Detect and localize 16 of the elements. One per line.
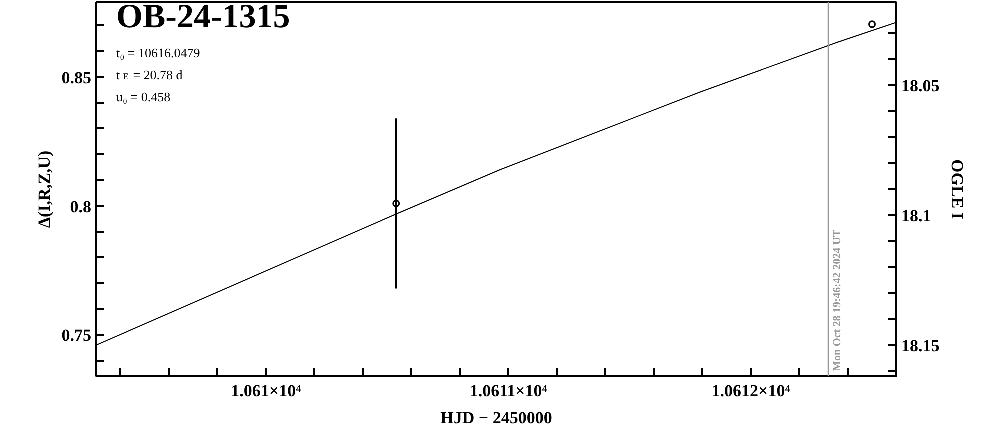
x-tick-label: 1.0611×10⁴ [470, 382, 548, 400]
y2-tick-label: 18.1 [902, 206, 932, 226]
chart-title: OB-24-1315 [116, 0, 290, 36]
x-axis-title: HJD − 2450000 [440, 408, 552, 428]
x-tick-label: 1.0612×10⁴ [712, 382, 790, 400]
y2-axis-title: OGLE I [948, 160, 967, 220]
y-tick-label: 0.8 [70, 197, 92, 216]
x-tick-label: 1.061×10⁴ [231, 382, 302, 400]
annotation: Mon Oct 28 19:46:42 2024 UT [832, 229, 844, 372]
y-tick-label: 0.75 [62, 326, 92, 346]
y2-tick-label: 18.15 [902, 336, 940, 356]
y-tick-label: 0.85 [62, 68, 92, 88]
annotation: u₀ = 0.458 [116, 90, 171, 104]
y2-tick-label: 18.05 [902, 76, 940, 96]
annotation: t₀ = 10616.0479 [116, 46, 200, 60]
y-axis-title: Δ(I,R,Z,U) [34, 150, 54, 228]
